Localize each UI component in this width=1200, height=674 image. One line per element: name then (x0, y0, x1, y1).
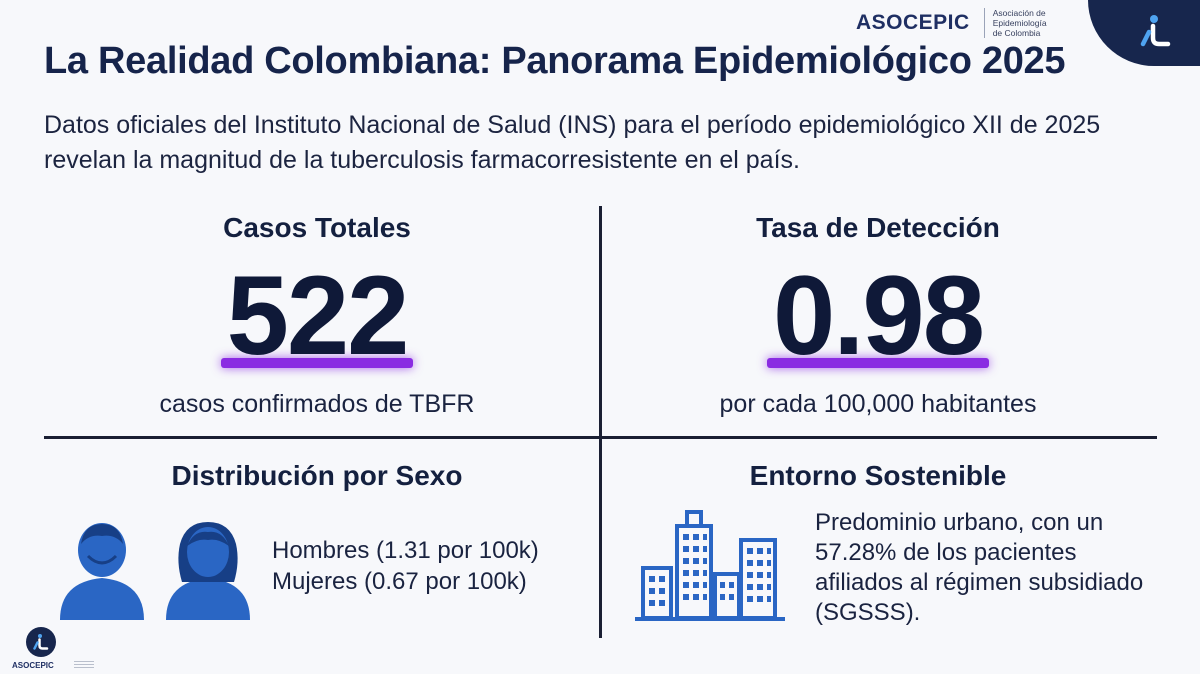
brand-subtitle-line: Asociación de (992, 8, 1046, 18)
stat-value-box: 522 (220, 253, 414, 378)
man-icon (60, 523, 144, 620)
footer-logo-circle (26, 627, 56, 657)
brand-name: ASOCEPIC (856, 11, 970, 34)
brand-divider (983, 8, 985, 38)
stat-caption: casos confirmados de TBFR (159, 390, 475, 418)
sex-distribution-text: Hombres (1.31 por 100k) Mujeres (0.67 po… (272, 535, 539, 597)
corner-badge (1088, 0, 1200, 66)
people-icons (60, 522, 250, 620)
footer-logo: ASOCEPIC (12, 627, 94, 671)
woman-icon (166, 522, 250, 620)
brand-subtitle-line: de Colombia (992, 28, 1041, 38)
brand-subtitle: Asociación de Epidemiología de Colombia (993, 8, 1047, 38)
footer-brand-subtitle (74, 661, 94, 669)
vertical-divider (599, 206, 602, 638)
sex-line-women: Mujeres (0.67 por 100k) (272, 568, 527, 595)
stat-total-cases: Casos Totales 522 casos confirmados de T… (42, 212, 592, 422)
stat-value-wrap: 522 (42, 256, 592, 376)
stat-label: Casos Totales (223, 212, 411, 243)
stat-caption: por cada 100,000 habitantes (719, 390, 1037, 418)
footer-brand-name: ASOCEPIC (12, 661, 54, 670)
brand-header: ASOCEPIC Asociación de Epidemiología de … (856, 6, 1047, 40)
footer-brand-logo-icon (33, 634, 49, 650)
sex-distribution-title: Distribución por Sexo (171, 460, 463, 491)
page-title: La Realidad Colombiana: Panorama Epidemi… (44, 40, 1066, 82)
brand-subtitle-line: Epidemiología (992, 18, 1047, 28)
environment-text: Predominio urbano, con un 57.28% de los … (815, 509, 1144, 626)
stat-value-box: 0.98 (767, 253, 989, 378)
stat-label: Tasa de Detección (756, 212, 1000, 243)
horizontal-divider (44, 436, 1157, 439)
environment-title: Entorno Sostenible (749, 460, 1007, 491)
page-subtitle: Datos oficiales del Instituto Nacional d… (44, 111, 1101, 174)
stat-value: 0.98 (773, 253, 985, 378)
city-buildings-icon (635, 510, 785, 621)
brand-logo-icon (1140, 15, 1171, 47)
stat-detection-rate: Tasa de Detección 0.98 por cada 100,000 … (603, 212, 1153, 422)
stat-value: 522 (226, 253, 410, 378)
sex-line-men: Hombres (1.31 por 100k) (272, 537, 539, 564)
stat-value-wrap: 0.98 (603, 256, 1153, 376)
